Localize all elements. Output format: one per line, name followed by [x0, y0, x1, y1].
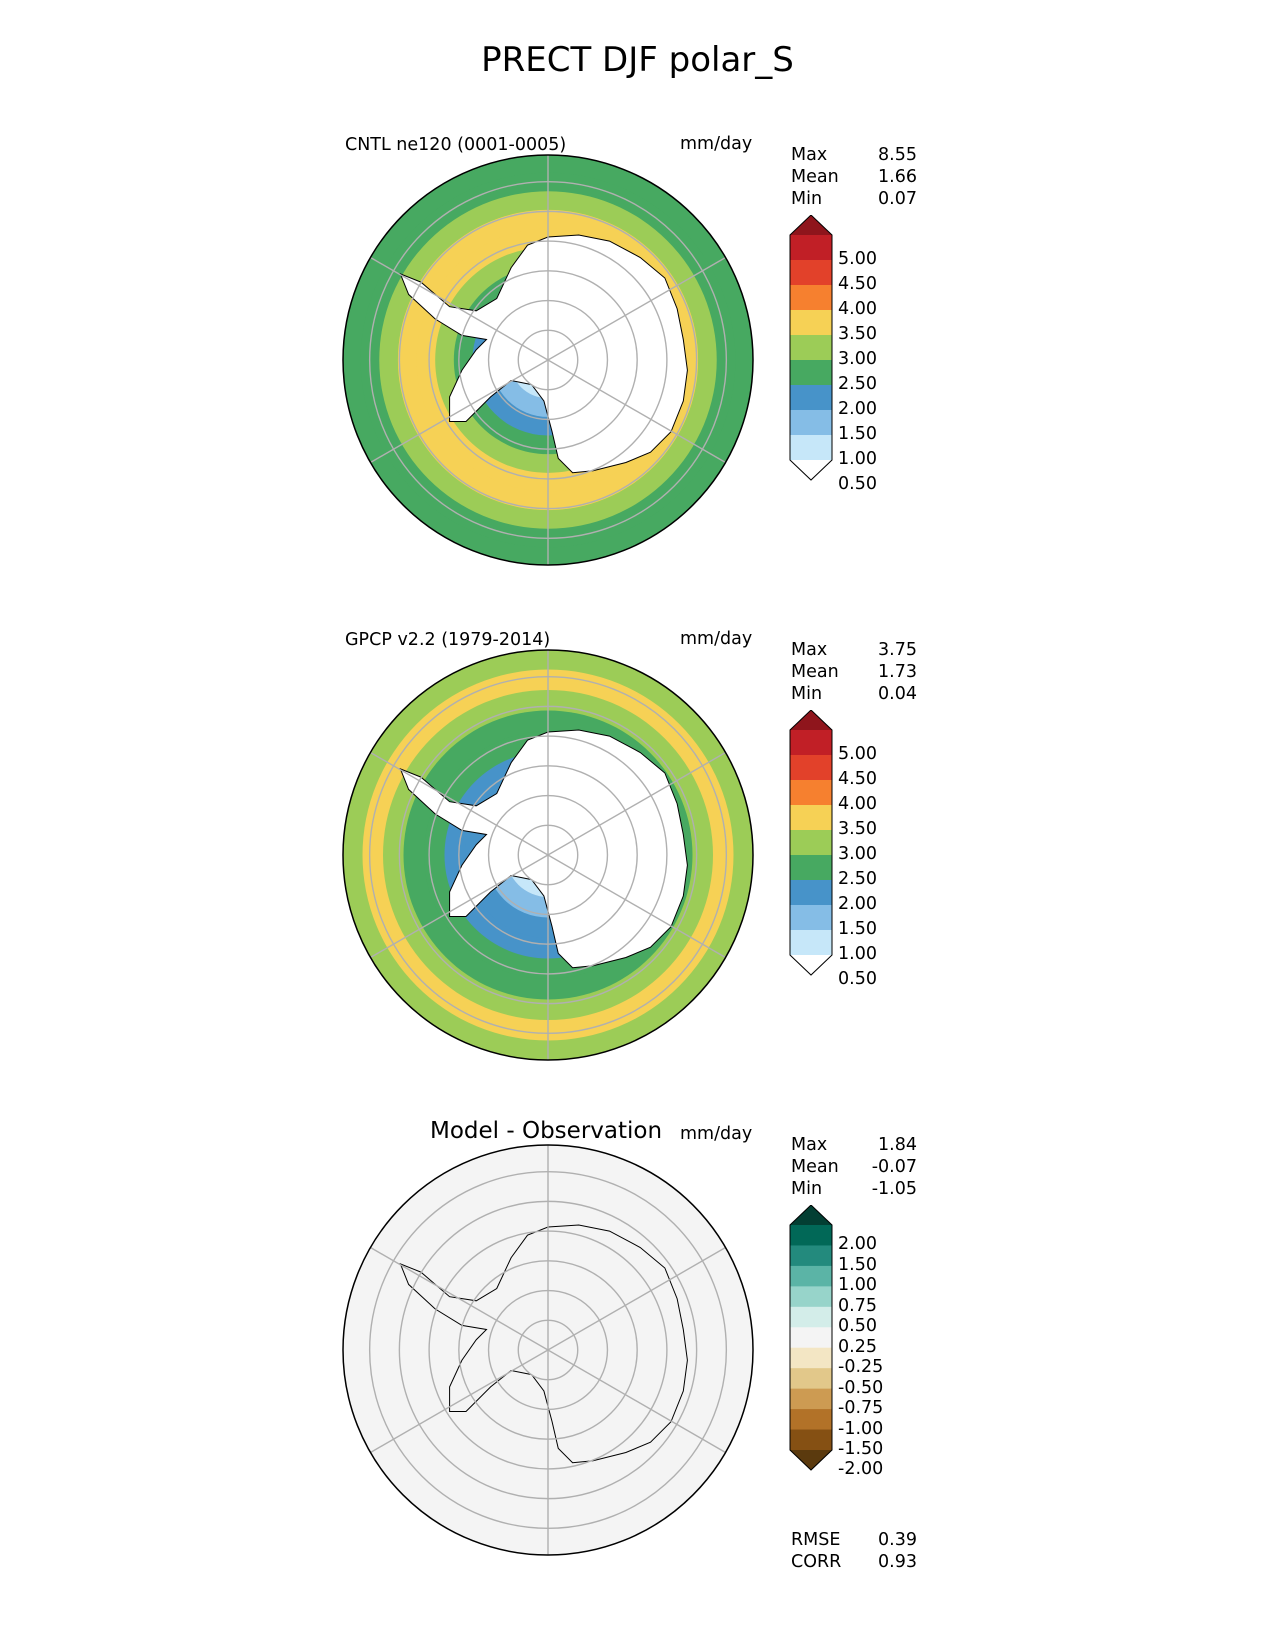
colorbar-tick-label: 1.50 [838, 919, 877, 939]
graticule [368, 1145, 728, 1555]
stat-mean-value: 1.66 [878, 167, 917, 187]
colorbar-tick-label: 2.50 [838, 869, 877, 889]
colorbar-tick-label: 0.75 [838, 1295, 877, 1316]
metric-rmse-value: 0.39 [878, 1530, 917, 1550]
colorbar-tick-label: 0.50 [838, 1316, 877, 1337]
colorbar-tick-label: -0.75 [838, 1398, 884, 1419]
colorbar-tick-label: 1.50 [838, 1254, 877, 1275]
colorbar-tick-label: 4.50 [838, 274, 877, 294]
stat-mean-value: -0.07 [871, 1157, 917, 1177]
stat-max-value: 8.55 [878, 145, 917, 165]
units-label: mm/day [680, 629, 753, 649]
colorbar-tick-label: 0.25 [838, 1336, 877, 1357]
colorbar-tick-label: 4.00 [838, 299, 877, 319]
polar-map [342, 154, 754, 566]
colorbar-tick-label: 4.00 [838, 794, 877, 814]
colorbar-tick-label: -2.00 [838, 1459, 884, 1480]
colorbar [789, 1205, 833, 1471]
metric-rmse-label: RMSE [791, 1530, 841, 1550]
stat-max-label: Max [791, 1135, 828, 1155]
colorbar [789, 710, 833, 976]
colorbar-tick-label: 3.50 [838, 324, 877, 344]
stat-mean-label: Mean [791, 662, 839, 682]
stat-mean-label: Mean [791, 167, 839, 187]
stat-min-value: -1.05 [871, 1179, 917, 1199]
colorbar-tick-label: 0.50 [838, 474, 877, 494]
units-label: mm/day [680, 1124, 753, 1144]
panel-label: CNTL ne120 (0001-0005) [345, 135, 567, 155]
colorbar-tick-label: -0.25 [838, 1357, 884, 1378]
stat-min-value: 0.04 [878, 684, 917, 704]
stat-mean-value: 1.73 [878, 662, 917, 682]
colorbar-tick-label: 2.00 [838, 894, 877, 914]
stat-max-value: 3.75 [878, 640, 917, 660]
stat-mean-label: Mean [791, 1157, 839, 1177]
stat-max-value: 1.84 [878, 1135, 917, 1155]
colorbar-tick-label: 5.00 [838, 249, 877, 269]
metric-corr-label: CORR [791, 1552, 842, 1572]
colorbar-tick-label: 2.00 [838, 1234, 877, 1255]
colorbar-tick-label: 2.50 [838, 374, 877, 394]
stat-min-value: 0.07 [878, 189, 917, 209]
colorbar [789, 215, 833, 481]
map-boundary [342, 649, 754, 1061]
colorbar-tick-label: 1.50 [838, 424, 877, 444]
colorbar-tick-label: 3.50 [838, 819, 877, 839]
colorbar-tick-label: 3.00 [838, 844, 877, 864]
map-boundary [342, 1144, 754, 1556]
units-label: mm/day [680, 134, 753, 154]
polar-map [342, 649, 754, 1061]
colorbar-tick-label: 5.00 [838, 744, 877, 764]
colorbar-tick-label: 1.00 [838, 944, 877, 964]
colorbar-tick-label: -1.00 [838, 1418, 884, 1439]
stat-min-label: Min [791, 1179, 823, 1199]
colorbar-tick-label: -0.50 [838, 1377, 884, 1398]
colorbar-tick-label: 0.50 [838, 969, 877, 989]
colorbar-tick-label: 3.00 [838, 349, 877, 369]
colorbar-tick-label: -1.50 [838, 1439, 884, 1459]
polar-map [342, 1144, 754, 1556]
colorbar-tick-label: 4.50 [838, 769, 877, 789]
colorbar-tick-label: 2.00 [838, 399, 877, 419]
graticule [368, 650, 728, 1060]
map-boundary [342, 154, 754, 566]
colorbar-tick-label: 1.00 [838, 449, 877, 469]
panel-title: Model - Observation [430, 1118, 663, 1144]
stat-max-label: Max [791, 640, 828, 660]
graticule [368, 155, 728, 565]
metric-corr-value: 0.93 [878, 1552, 917, 1572]
stat-min-label: Min [791, 189, 823, 209]
panel-label: GPCP v2.2 (1979-2014) [345, 630, 551, 650]
stat-max-label: Max [791, 145, 828, 165]
figure-title: PRECT DJF polar_S [481, 40, 794, 80]
colorbar-tick-label: 1.00 [838, 1275, 877, 1296]
stat-min-label: Min [791, 684, 823, 704]
